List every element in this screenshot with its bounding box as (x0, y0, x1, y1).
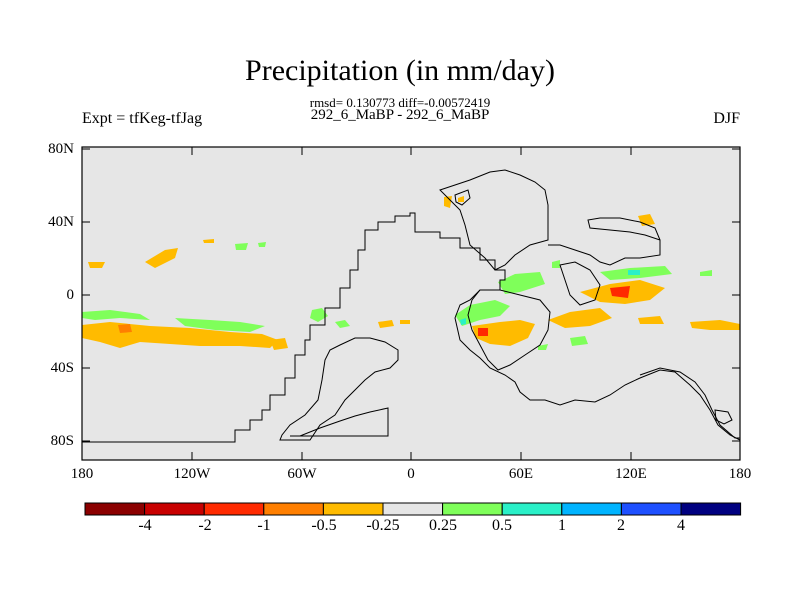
patch-orange (444, 196, 452, 208)
patch-cyan (628, 270, 640, 275)
coastline-eurasia (548, 217, 661, 266)
center-label: 292_6_MaBP - 292_6_MaBP (310, 107, 490, 123)
patch-green (258, 242, 266, 247)
coastline-americas (82, 212, 741, 443)
lon-label-120e: 120E (615, 466, 647, 482)
lon-label-0: 0 (407, 466, 415, 482)
colorbar-swatch (501, 502, 563, 516)
patch-green (310, 308, 328, 322)
patch-green (82, 310, 150, 320)
patch-green (570, 336, 588, 346)
lon-label-60e: 60E (508, 466, 534, 482)
colorbar-swatch (84, 502, 146, 516)
colorbar-label: 1 (558, 517, 566, 534)
coastline-south-america-tip (290, 407, 389, 437)
lat-label-80s: 80S (50, 433, 74, 449)
patch-green (538, 344, 548, 350)
lon-label-180w: 180 (70, 466, 94, 482)
colorbar-swatch (203, 502, 265, 516)
lon-label-60w: 60W (287, 466, 317, 482)
patch-orange (458, 196, 464, 202)
colorbar-label: -0.25 (366, 517, 400, 534)
coastline-pacific-islands (714, 409, 733, 425)
colorbar-swatch (680, 502, 742, 516)
map-background (82, 147, 740, 460)
patch-green (700, 270, 712, 276)
colorbar-swatch (620, 502, 682, 516)
coastline-south-america (279, 337, 399, 441)
colorbar-swatch (382, 502, 444, 516)
lat-label-40s: 40S (50, 360, 74, 376)
colorbar-swatch (322, 502, 384, 516)
plot-title: Precipitation (in mm/day) (245, 54, 555, 87)
colorbar-label: -4 (138, 517, 152, 534)
patch-orange (638, 316, 664, 324)
patch-orange (88, 262, 105, 268)
colorbar-label: -1 (257, 517, 271, 534)
patch-orange (270, 338, 288, 350)
patch-red (610, 286, 630, 298)
coastline-arctic-inner (454, 189, 471, 206)
colorbar-label: -0.5 (311, 517, 337, 534)
colorbar (84, 502, 742, 516)
coastline-africa (467, 289, 551, 371)
patch-red (478, 328, 488, 336)
patch-green (175, 318, 265, 332)
coastline-asia-south (559, 261, 601, 306)
colorbar-label: 4 (677, 517, 685, 534)
lat-label-40n: 40N (48, 214, 74, 230)
experiment-label: Expt = tfKeg-tfJag (82, 110, 203, 127)
patch-orange (472, 320, 535, 346)
season-label: DJF (713, 110, 740, 127)
patch-orange (378, 320, 394, 328)
patch-blue (460, 318, 466, 325)
lon-label-120w: 120W (173, 466, 211, 482)
axis-ticks (81, 147, 741, 460)
colorbar-swatch (442, 502, 503, 516)
patch-orange (145, 248, 178, 268)
coastline-australia (639, 367, 740, 439)
patch-green (235, 243, 248, 250)
colorbar-label: 2 (617, 517, 625, 534)
patch-orange (203, 239, 214, 243)
colorbar-swatch (561, 502, 622, 516)
colorbar-label: 0.25 (429, 517, 457, 534)
coastlines (82, 169, 741, 443)
patch-orange (400, 320, 410, 324)
colorbar-swatch (263, 502, 324, 516)
colorbar-label: 0.5 (492, 517, 512, 534)
precip-patches (82, 196, 740, 350)
plot-subtitle: rmsd= 0.130773 diff=-0.00572419 (309, 95, 491, 110)
colorbar-label: -2 (198, 517, 212, 534)
patch-green (498, 272, 545, 294)
patch-orange (690, 320, 740, 330)
coastline-arctic (439, 169, 549, 271)
patch-green (335, 320, 350, 328)
lon-label-180e: 180 (728, 466, 752, 482)
patch-orange (548, 308, 612, 328)
patch-red (118, 324, 132, 333)
lat-label-0: 0 (66, 287, 75, 303)
patch-green (552, 260, 560, 268)
lat-label-80n: 80N (48, 141, 74, 157)
colorbar-swatch (144, 502, 205, 516)
